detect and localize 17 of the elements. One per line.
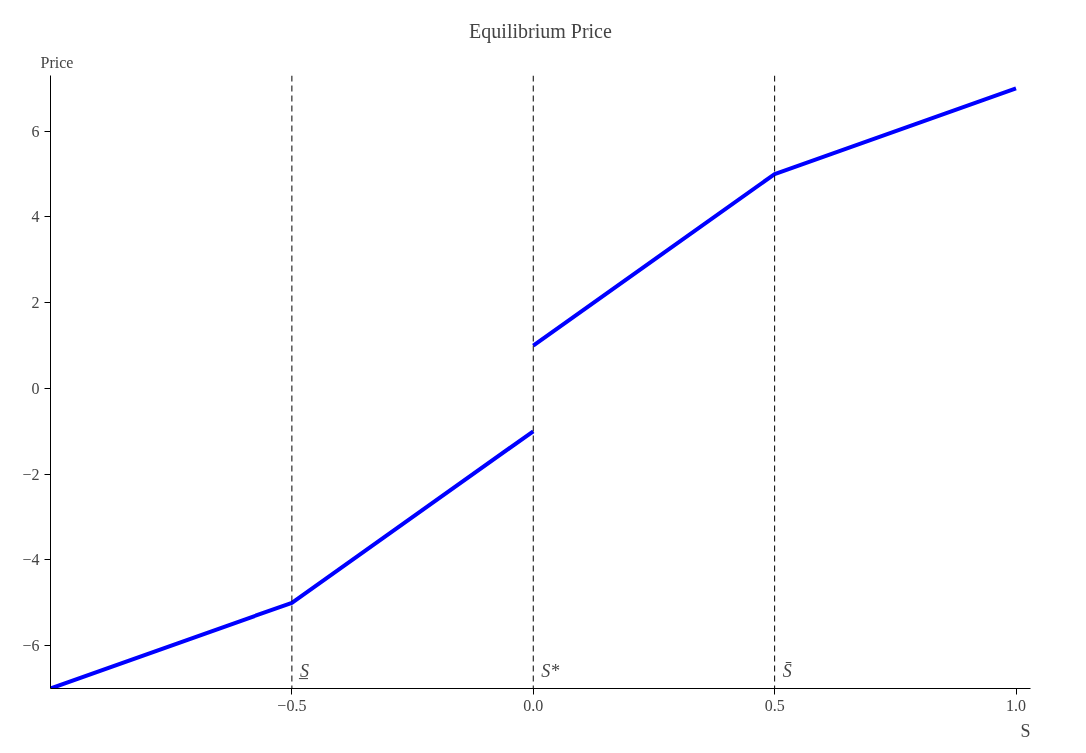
y-tick-label: 4 [31, 208, 40, 226]
ref-line-label: S* [541, 660, 560, 681]
x-tick-label: 0.0 [523, 696, 544, 714]
y-axis-title: Price [40, 53, 74, 71]
y-tick-label: −4 [22, 551, 40, 569]
y-tick-label: −2 [22, 465, 40, 483]
x-tick-label: −0.5 [277, 696, 307, 714]
x-tick-label: 1.0 [1006, 696, 1027, 714]
y-tick-label: 6 [31, 122, 40, 140]
ref-line-label: S̄ [782, 660, 792, 681]
ref-line-label: S̲ [298, 660, 309, 681]
y-tick-label: −6 [22, 637, 40, 655]
chart-title: Equilibrium Price [469, 19, 612, 43]
y-tick-label: 0 [31, 379, 40, 397]
x-tick-label: 0.5 [764, 696, 785, 714]
y-tick-label: 2 [31, 294, 40, 312]
x-axis-title: S [1020, 720, 1031, 741]
